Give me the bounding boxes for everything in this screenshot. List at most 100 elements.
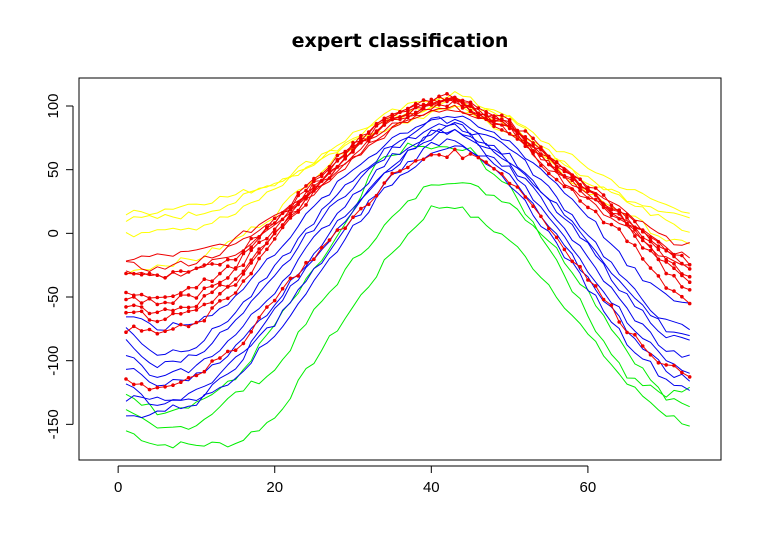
series-point [163, 276, 167, 280]
series-point [132, 303, 136, 308]
x-tick-label: 60 [580, 479, 597, 496]
series-line [125, 109, 690, 279]
series-point [609, 211, 614, 216]
series-point [335, 157, 340, 162]
series-point [648, 238, 653, 242]
series-point [625, 216, 629, 220]
series-point [617, 217, 621, 221]
series-8 [125, 95, 690, 262]
series-point [680, 294, 684, 299]
series-19 [124, 147, 692, 392]
series-point [366, 202, 371, 207]
series-point [194, 308, 199, 312]
series-point [202, 318, 207, 323]
series-point [241, 263, 246, 268]
series-point [359, 133, 363, 138]
series-point [257, 256, 261, 261]
series-point [421, 102, 426, 107]
series-point [202, 286, 207, 291]
series-point [319, 245, 324, 250]
series-point [680, 285, 684, 289]
series-point [680, 261, 684, 266]
series-point [413, 103, 418, 107]
series-point [124, 330, 128, 335]
series-point [288, 214, 293, 218]
series-point [280, 286, 285, 291]
series-point [680, 272, 684, 276]
series-point [500, 172, 504, 176]
series-point [194, 320, 199, 325]
series-point [531, 151, 535, 156]
series-point [312, 187, 316, 191]
series-point [382, 119, 387, 123]
series-point [664, 248, 668, 252]
series-point [343, 226, 348, 230]
series-line [125, 142, 690, 416]
series-point [249, 248, 253, 252]
series-point [554, 235, 559, 240]
series-point [202, 263, 207, 267]
series-line [125, 128, 690, 402]
series-point [515, 185, 520, 189]
series-point [413, 112, 418, 116]
series-point [625, 239, 629, 244]
series-point [366, 131, 371, 136]
series-point [272, 216, 277, 221]
series-line [125, 145, 690, 419]
series-point [179, 305, 183, 310]
series-point [515, 137, 520, 141]
series-point [233, 283, 238, 287]
series-point [202, 302, 207, 307]
series-point [296, 208, 301, 213]
series-point [194, 373, 199, 378]
series-point [672, 266, 676, 271]
series-point [593, 192, 598, 196]
series-line [125, 116, 690, 356]
series-point [648, 248, 653, 253]
series-point [288, 276, 293, 281]
series-point [218, 299, 222, 303]
series-point [640, 238, 645, 243]
series-point [523, 195, 528, 199]
series-point [593, 209, 598, 214]
series-18 [126, 115, 690, 331]
series-point [578, 199, 582, 203]
series-point [656, 244, 661, 248]
series-point [226, 257, 230, 262]
series-layer [124, 91, 692, 449]
series-point [680, 370, 684, 375]
x-tick-label: 40 [423, 479, 440, 496]
series-point [680, 253, 684, 258]
series-point [625, 222, 629, 226]
series-point [210, 290, 214, 295]
series-point [531, 141, 535, 145]
series-point [374, 193, 379, 198]
x-axis: 0 20 40 60 [114, 465, 597, 496]
series-point [163, 307, 167, 312]
series-point [280, 211, 285, 216]
series-line [125, 95, 690, 262]
series-3 [125, 142, 690, 416]
series-point [194, 296, 199, 300]
series-point [570, 187, 574, 191]
series-point [249, 271, 253, 276]
series-point [562, 167, 567, 172]
series-point [139, 382, 144, 386]
series-point [578, 188, 582, 193]
series-point [265, 247, 269, 252]
series-point [687, 262, 692, 267]
series-point [210, 300, 214, 305]
series-point [296, 274, 301, 278]
series-10 [125, 109, 690, 279]
series-point [233, 291, 238, 295]
series-point [453, 96, 457, 101]
series-16 [125, 145, 690, 419]
series-point [500, 123, 504, 127]
series-point [226, 276, 230, 280]
series-point [460, 98, 465, 103]
plot-box [78, 77, 722, 461]
series-point [366, 139, 371, 143]
series-point [179, 322, 183, 327]
y-tick-label: -150 [45, 409, 62, 439]
